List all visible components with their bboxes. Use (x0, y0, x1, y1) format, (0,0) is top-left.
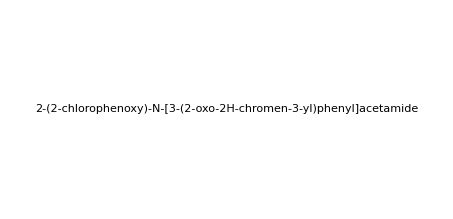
Text: 2-(2-chlorophenoxy)-N-[3-(2-oxo-2H-chromen-3-yl)phenyl]acetamide: 2-(2-chlorophenoxy)-N-[3-(2-oxo-2H-chrom… (35, 104, 418, 115)
